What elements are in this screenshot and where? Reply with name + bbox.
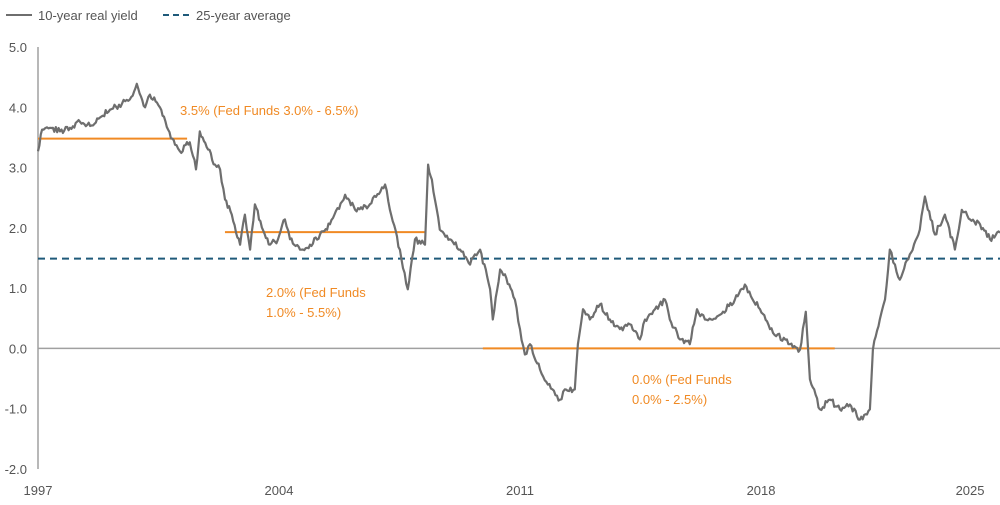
y-tick-label: -1.0	[5, 402, 27, 417]
annotation-regime-2-line-2: 1.0% - 5.5%)	[266, 305, 341, 320]
legend-label-average: 25-year average	[196, 8, 291, 23]
annotation-regime-3-line-1: 0.0% (Fed Funds	[632, 372, 732, 387]
y-tick-label: 4.0	[9, 100, 27, 115]
y-tick-label: 2.0	[9, 221, 27, 236]
x-tick-label: 2004	[265, 483, 294, 498]
legend: 10-year real yield 25-year average	[6, 8, 291, 23]
x-tick-label: 2011	[506, 483, 534, 498]
series-line-real-yield	[36, 82, 1000, 421]
y-tick-label: -2.0	[5, 462, 27, 477]
annotations: 3.5% (Fed Funds 3.0% - 6.5%) 2.0% (Fed F…	[180, 103, 732, 407]
annotation-regime-1-line-1: 3.5% (Fed Funds 3.0% - 6.5%)	[180, 103, 358, 118]
legend-label-real-yield: 10-year real yield	[38, 8, 138, 23]
annotation-regime-3-line-2: 0.0% - 2.5%)	[632, 392, 707, 407]
y-axis-ticks: 5.0 4.0 3.0 2.0 1.0 0.0 -1.0 -2.0	[5, 40, 27, 477]
x-tick-label: 2018	[747, 483, 776, 498]
y-tick-label: 3.0	[9, 161, 27, 176]
y-tick-label: 0.0	[9, 341, 27, 356]
x-tick-label: 2025	[956, 483, 985, 498]
x-axis-ticks: 1997 2004 2011 2018 2025	[24, 483, 985, 498]
y-tick-label: 5.0	[9, 40, 27, 55]
annotation-regime-2-line-1: 2.0% (Fed Funds	[266, 285, 366, 300]
y-tick-label: 1.0	[9, 281, 27, 296]
x-tick-label: 1997	[24, 483, 53, 498]
regime-lines	[38, 137, 835, 350]
